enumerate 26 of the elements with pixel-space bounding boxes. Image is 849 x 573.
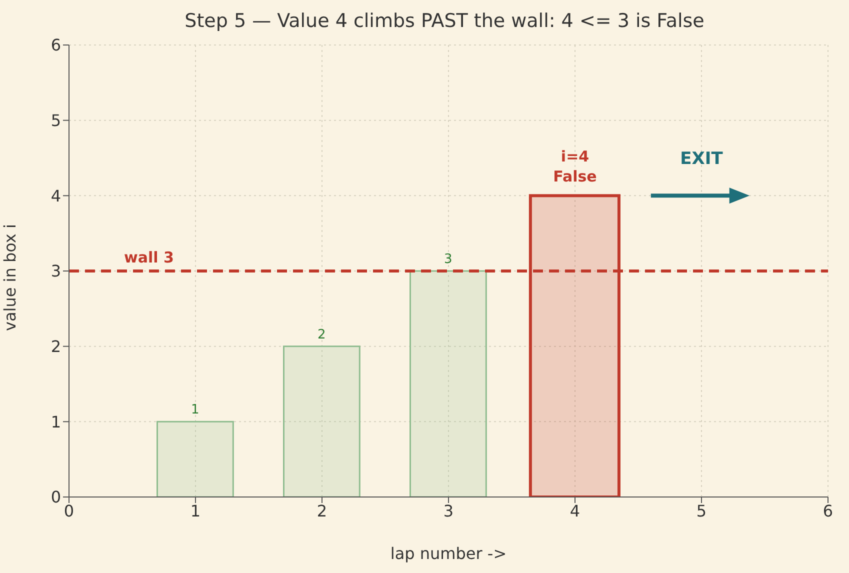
y-tick-label: 2 (50, 337, 61, 356)
data-label: 1 (191, 402, 200, 418)
y-axis-title: value in box i (0, 224, 20, 331)
y-tick-label: 1 (50, 412, 61, 432)
y-tick-label: 6 (50, 36, 61, 55)
y-tick-label: 3 (50, 262, 61, 281)
x-tick-label: 4 (570, 501, 580, 520)
x-tick-label: 6 (822, 501, 834, 520)
x-axis-title: lap number -> (390, 544, 507, 563)
y-tick-label: 5 (50, 111, 61, 130)
annotation: EXIT (680, 149, 724, 169)
bar (410, 270, 487, 497)
y-tick-label: 0 (50, 488, 61, 507)
data-label: 2 (318, 327, 326, 342)
ref-line-label: wall 3 (124, 248, 174, 267)
x-tick-label: 0 (64, 501, 74, 520)
data-label: 3 (444, 252, 452, 267)
x-tick-label: 2 (316, 501, 328, 520)
y-tick-label: 4 (50, 186, 61, 206)
annotation: i=4 False (553, 148, 597, 186)
x-tick-label: 1 (190, 501, 201, 520)
bar (283, 346, 360, 497)
x-tick-label: 3 (443, 501, 454, 520)
x-tick-label: 5 (696, 501, 707, 520)
chart-title: Step 5 — Value 4 climbs PAST the wall: 4 <= 3 is False (184, 10, 706, 32)
bar (156, 420, 234, 497)
